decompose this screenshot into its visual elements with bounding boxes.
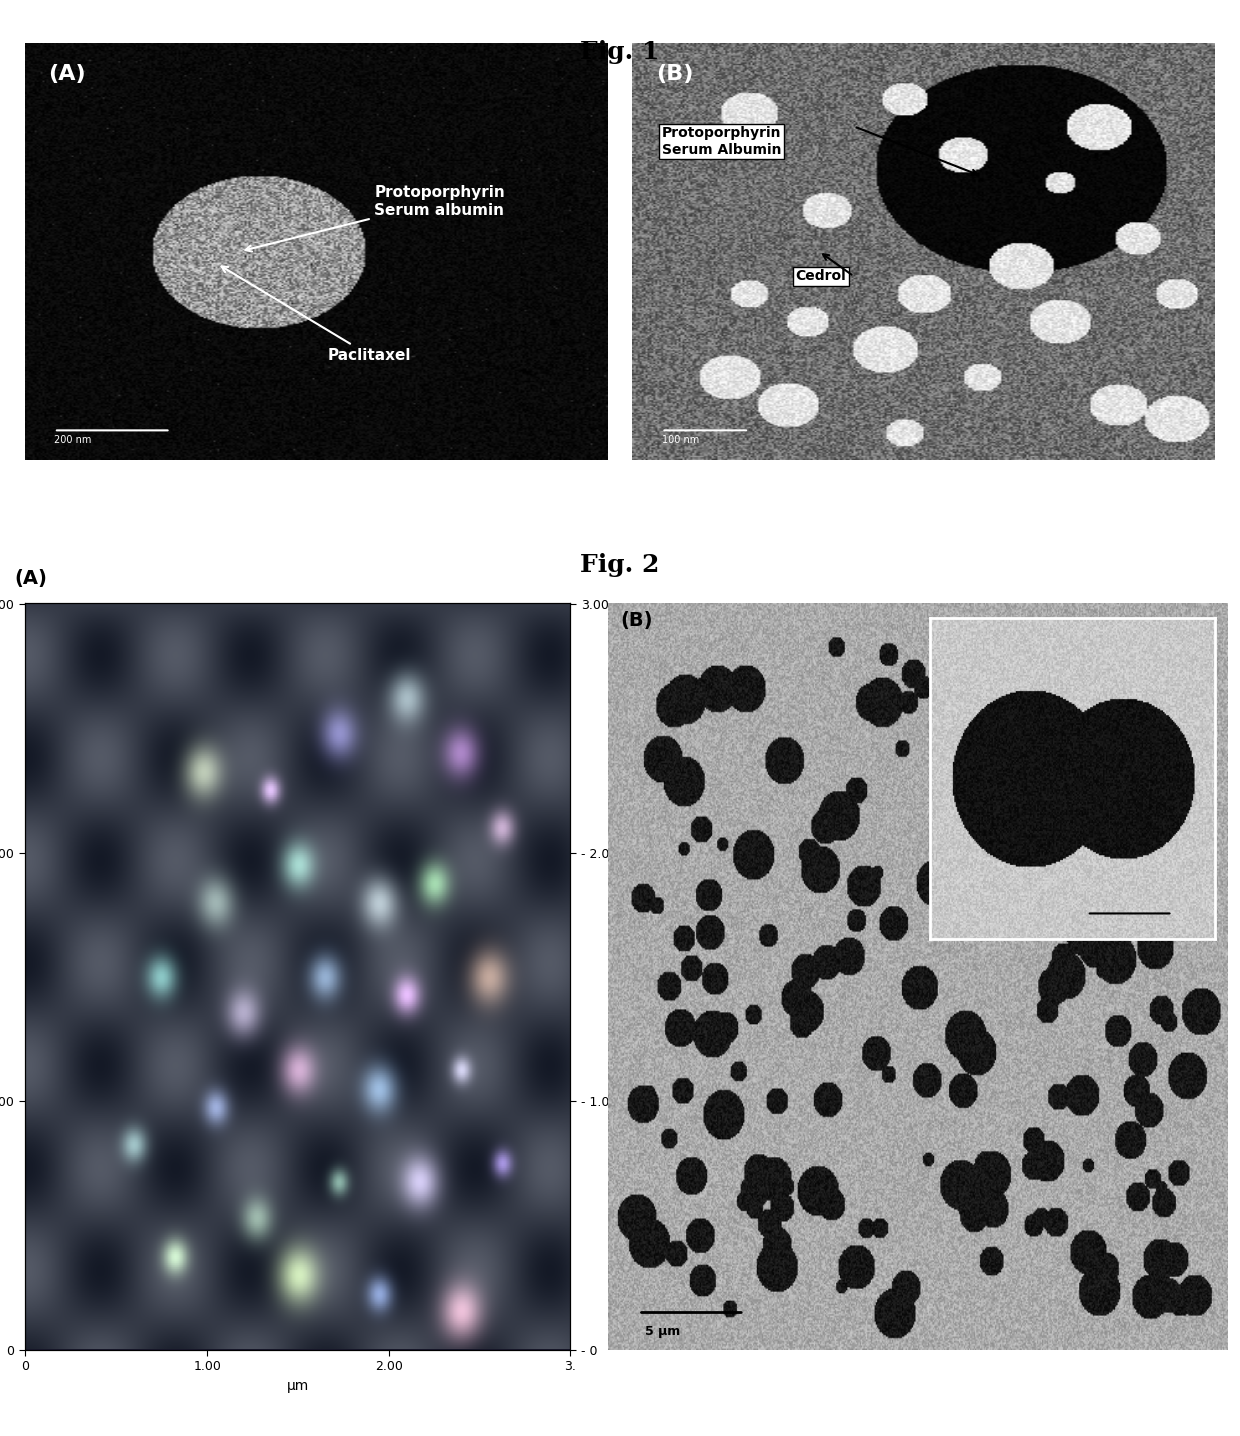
Text: (B): (B) — [620, 610, 652, 629]
Text: Fig. 2: Fig. 2 — [580, 553, 660, 577]
X-axis label: μm: μm — [286, 1379, 309, 1393]
Text: Cedrol: Cedrol — [796, 270, 847, 283]
Text: (A): (A) — [48, 63, 86, 83]
Text: Paclitaxel: Paclitaxel — [222, 267, 412, 363]
Text: 100 nm: 100 nm — [662, 435, 699, 445]
Text: (A): (A) — [14, 569, 47, 589]
Text: Fig. 1: Fig. 1 — [580, 40, 660, 65]
Text: Protoporphyrin
Serum Albumin: Protoporphyrin Serum Albumin — [662, 126, 781, 157]
Text: Protoporphyrin
Serum albumin: Protoporphyrin Serum albumin — [246, 185, 505, 251]
Text: (B): (B) — [656, 63, 693, 83]
Text: 5 μm: 5 μm — [645, 1325, 680, 1338]
Text: 200 nm: 200 nm — [55, 435, 92, 445]
